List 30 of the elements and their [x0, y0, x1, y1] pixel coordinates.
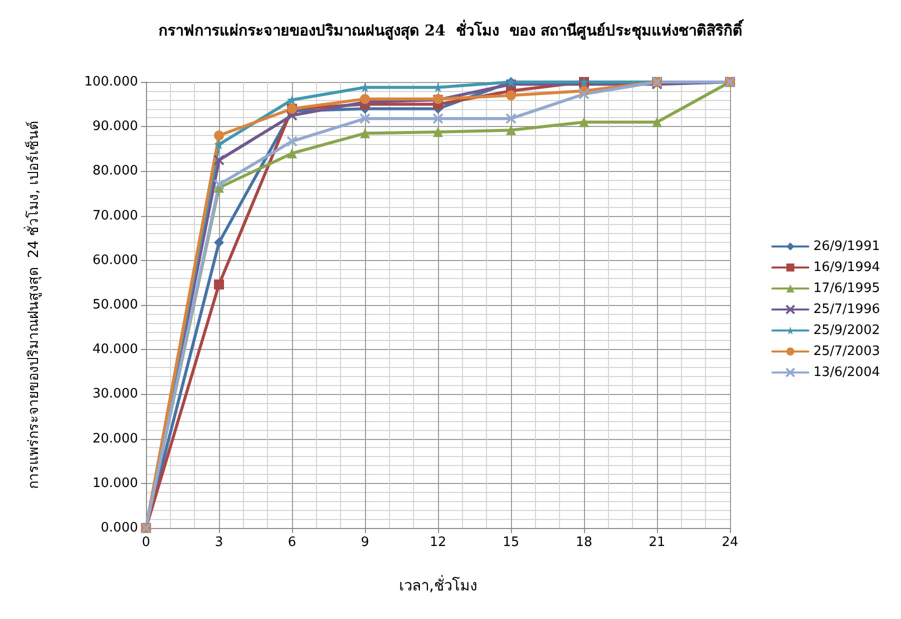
- y-axis-title: การแพร่กระจายของปริมาณฝนสูงสุด 24 ชั่วโมง, เปอร์เซ็นต์: [24, 120, 42, 490]
- y-tick-label: 70.000: [92, 208, 138, 224]
- x-tick-label: 3: [214, 535, 224, 550]
- legend-label: 25/7/1996: [813, 302, 880, 317]
- legend-label: 25/7/2003: [813, 344, 880, 359]
- legend-label: 25/9/2002: [813, 323, 880, 338]
- x-axis-title: เวลา,ชั่วโมง: [399, 574, 477, 594]
- y-tick-label: 20.000: [92, 431, 138, 446]
- x-tick-label: 0: [142, 535, 150, 550]
- y-tick-label: 60.000: [92, 252, 138, 268]
- y-tick-label: 100.000: [84, 74, 138, 90]
- chart-title: กราฟการแผ่กระจายของปริมาณฝนสูงสุด 24 ชั่วโมง ของ สถานีศูนย์ประชุมแห่งชาติสิริกิติ์: [158, 18, 745, 40]
- legend-label: 13/6/2004: [813, 365, 880, 380]
- x-tick-label: 9: [360, 535, 370, 550]
- y-tick-label: 0.000: [100, 520, 138, 536]
- x-tick-label: 18: [576, 535, 592, 550]
- x-tick-label: 6: [288, 535, 296, 550]
- y-tick-label: 40.000: [92, 342, 138, 358]
- y-tick-label: 30.000: [92, 386, 138, 402]
- x-tick-label: 12: [430, 535, 446, 550]
- x-tick-label: 24: [722, 535, 738, 550]
- y-tick-label: 90.000: [92, 119, 138, 134]
- legend-label: 16/9/1994: [813, 260, 880, 275]
- legend-label: 26/9/1991: [813, 239, 880, 254]
- y-tick-label: 10.000: [92, 476, 138, 491]
- y-tick-label: 50.000: [92, 298, 138, 312]
- x-tick-label: 21: [648, 535, 666, 550]
- legend-label: 17/6/1995: [813, 281, 880, 296]
- y-tick-label: 80.000: [92, 164, 138, 179]
- x-tick-label: 15: [502, 535, 520, 550]
